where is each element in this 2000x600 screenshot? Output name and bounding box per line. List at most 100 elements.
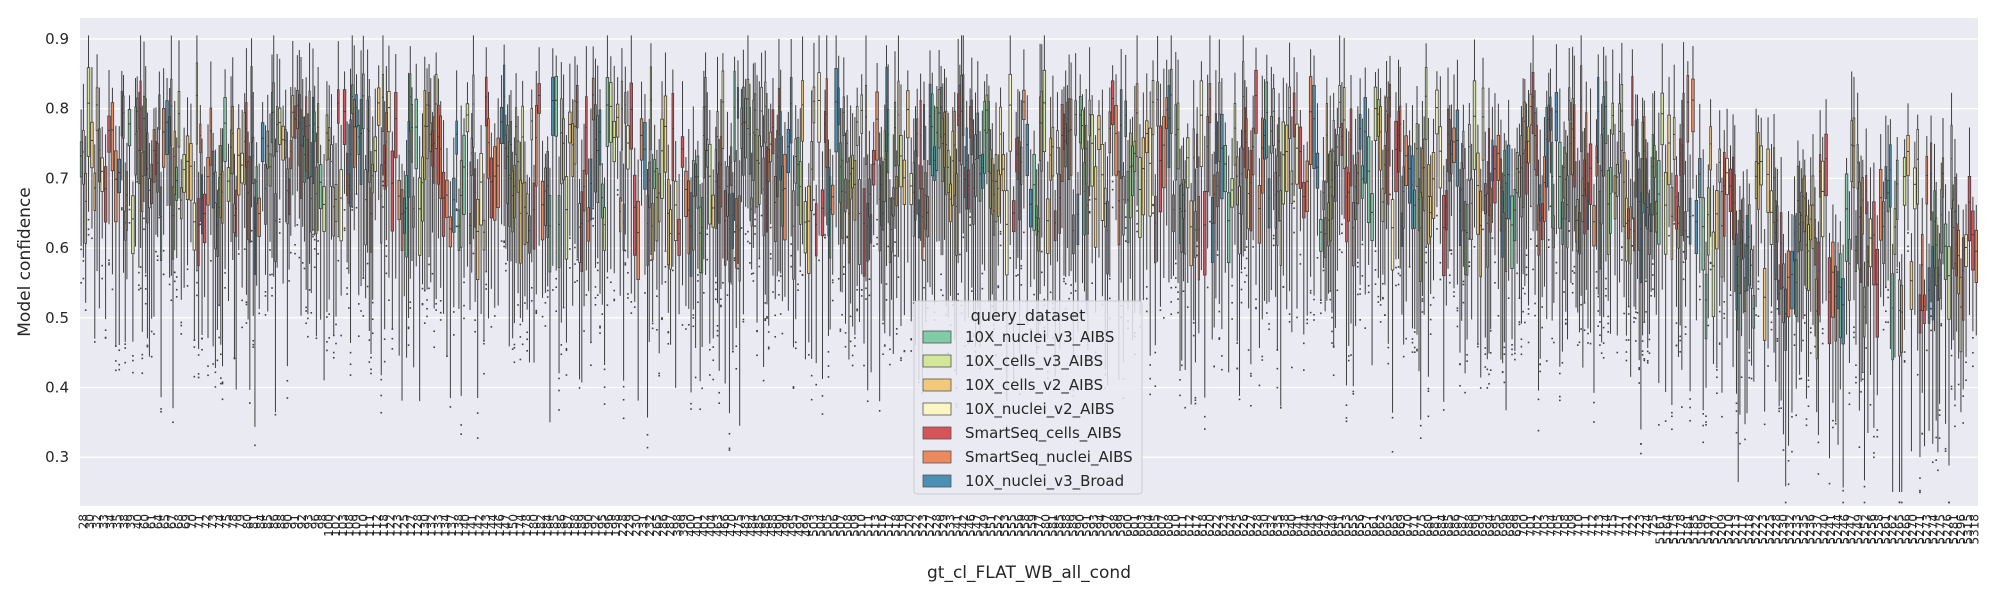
outlier-point bbox=[115, 345, 117, 347]
box bbox=[762, 157, 765, 237]
box bbox=[100, 157, 104, 192]
box bbox=[506, 124, 509, 205]
category-box-group bbox=[1540, 90, 1548, 362]
outlier-point bbox=[1196, 254, 1198, 257]
box bbox=[532, 182, 536, 250]
box bbox=[504, 134, 507, 169]
outlier-point bbox=[1231, 301, 1233, 304]
outlier-point bbox=[150, 330, 153, 333]
outlier-point bbox=[672, 269, 674, 272]
box bbox=[1135, 83, 1139, 157]
outlier-point bbox=[1413, 351, 1416, 354]
outlier-point bbox=[1950, 388, 1953, 390]
category-box-group bbox=[1950, 92, 1958, 428]
box bbox=[926, 196, 929, 238]
box bbox=[1959, 276, 1963, 353]
outlier-point bbox=[613, 289, 616, 292]
box bbox=[1501, 191, 1504, 258]
outlier-point bbox=[650, 259, 652, 262]
outlier-point bbox=[754, 233, 756, 235]
box bbox=[1620, 84, 1624, 152]
box bbox=[146, 132, 149, 224]
outlier-point bbox=[1605, 294, 1607, 297]
outlier-point bbox=[1689, 406, 1691, 409]
outlier-point bbox=[1887, 296, 1889, 299]
outlier-point bbox=[583, 330, 585, 332]
outlier-point bbox=[476, 437, 479, 439]
box bbox=[655, 168, 659, 242]
outlier-point bbox=[1675, 344, 1678, 347]
outlier-point bbox=[474, 319, 476, 321]
outlier-point bbox=[697, 301, 699, 304]
box bbox=[883, 130, 886, 203]
box bbox=[853, 160, 857, 221]
box bbox=[1039, 96, 1042, 161]
box bbox=[1400, 212, 1403, 247]
outlier-point bbox=[483, 340, 485, 342]
outlier-point bbox=[1387, 362, 1390, 365]
box bbox=[622, 203, 625, 251]
x-tick-label: 286 bbox=[657, 514, 671, 537]
outlier-point bbox=[196, 281, 198, 284]
box bbox=[1527, 126, 1530, 164]
outlier-point bbox=[250, 229, 253, 232]
outlier-point bbox=[337, 235, 340, 238]
box bbox=[1315, 152, 1320, 189]
box bbox=[400, 189, 404, 251]
box bbox=[306, 138, 309, 180]
outlier-point bbox=[716, 329, 719, 332]
box bbox=[746, 78, 750, 130]
category-box-group bbox=[1561, 121, 1569, 364]
x-tick-label: 607 bbox=[1155, 514, 1169, 537]
outlier-point bbox=[1477, 343, 1479, 345]
x-tick-label: 122 bbox=[384, 514, 398, 537]
x-tick-label: 5270 bbox=[1906, 514, 1920, 545]
box bbox=[974, 134, 977, 197]
outlier-point bbox=[1416, 349, 1418, 352]
box bbox=[1633, 217, 1636, 252]
outlier-point bbox=[1357, 293, 1359, 296]
category-box-group bbox=[394, 53, 401, 356]
box bbox=[721, 70, 725, 149]
outlier-point bbox=[1108, 277, 1111, 280]
outlier-point bbox=[1571, 282, 1574, 285]
outlier-point bbox=[1236, 342, 1239, 344]
outlier-point bbox=[1250, 372, 1252, 375]
category-box-group bbox=[1308, 49, 1316, 321]
outlier-point bbox=[1419, 437, 1422, 439]
outlier-point bbox=[1145, 310, 1148, 313]
x-tick-label: 178 bbox=[520, 514, 534, 537]
outlier-point bbox=[483, 372, 485, 375]
box bbox=[448, 216, 453, 248]
box bbox=[189, 143, 193, 201]
outlier-point bbox=[1484, 353, 1487, 355]
box bbox=[855, 105, 859, 146]
outlier-point bbox=[716, 324, 719, 327]
outlier-point bbox=[749, 262, 751, 264]
outlier-point bbox=[883, 344, 886, 346]
box bbox=[1779, 212, 1783, 290]
box bbox=[1686, 75, 1690, 143]
x-tick-label: 144 bbox=[486, 514, 500, 537]
category-box-group bbox=[1336, 35, 1344, 292]
box bbox=[1078, 96, 1082, 144]
box bbox=[564, 176, 569, 260]
outlier-point bbox=[1921, 432, 1924, 435]
outlier-point bbox=[1573, 265, 1576, 268]
outlier-point bbox=[1240, 301, 1243, 304]
outlier-point bbox=[1124, 227, 1127, 229]
outlier-point bbox=[1675, 322, 1678, 324]
box bbox=[1733, 174, 1736, 246]
outlier-point bbox=[1597, 325, 1600, 327]
box bbox=[1798, 211, 1801, 243]
outlier-point bbox=[1361, 275, 1364, 277]
box bbox=[1578, 212, 1581, 255]
category-box-group bbox=[216, 128, 224, 401]
box bbox=[139, 80, 142, 151]
box bbox=[1245, 118, 1248, 179]
outlier-point bbox=[576, 279, 579, 282]
box bbox=[1631, 75, 1634, 126]
box bbox=[1677, 205, 1680, 249]
box bbox=[1644, 158, 1648, 227]
box bbox=[991, 158, 994, 215]
